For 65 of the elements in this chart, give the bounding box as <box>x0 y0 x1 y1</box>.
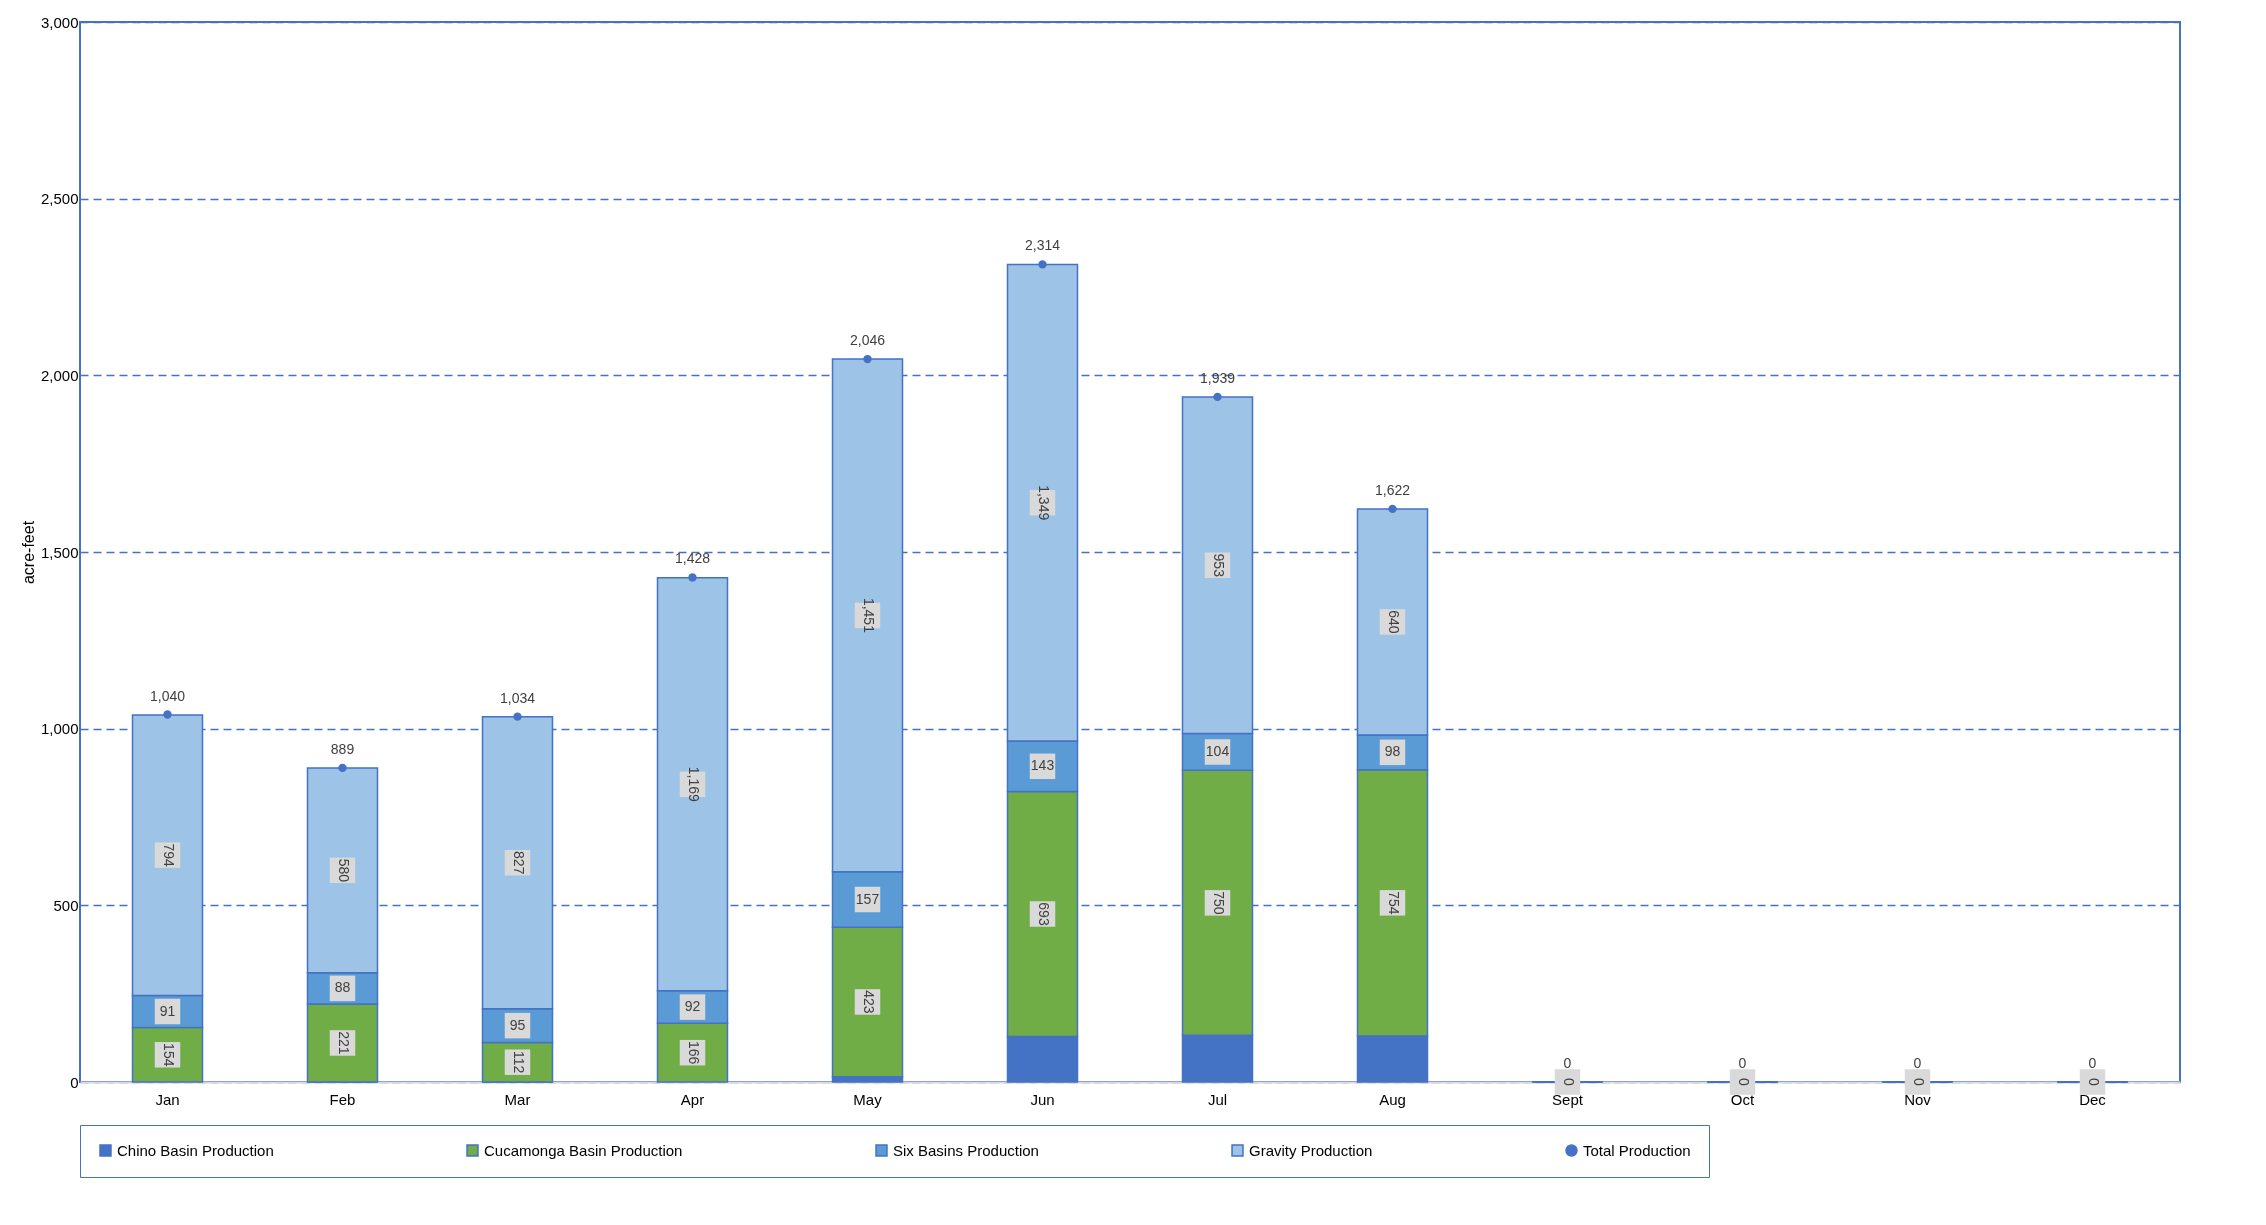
data-label: 154 <box>160 1043 177 1067</box>
legend-label: Six Basins Production <box>893 1141 1039 1159</box>
data-label: 1,939 <box>1199 369 1236 386</box>
x-tick-label: Apr <box>680 1090 705 1108</box>
y-tick-label: 2,000 <box>40 366 79 384</box>
data-label: 0 <box>1560 1078 1577 1087</box>
x-tick-label: Mar <box>504 1090 531 1108</box>
data-label: 0 <box>2085 1078 2102 1087</box>
data-label: 1,349 <box>1035 485 1052 521</box>
x-tick-label: Jul <box>1207 1090 1228 1108</box>
legend-label: Gravity Production <box>1249 1141 1373 1159</box>
data-label: 580 <box>335 858 352 883</box>
data-label: 0 <box>1563 1055 1572 1071</box>
data-label: 1,428 <box>674 550 711 567</box>
x-tick-label: Jun <box>1030 1090 1055 1108</box>
x-tick-label: May <box>853 1090 883 1108</box>
x-tick-label: Nov <box>1904 1090 1932 1108</box>
data-label: 640 <box>1385 610 1402 634</box>
data-label: 750 <box>1210 891 1227 915</box>
x-tick-label: Jan <box>155 1090 180 1108</box>
x-tick-label: Oct <box>1730 1090 1755 1108</box>
data-label: 693 <box>1035 902 1052 926</box>
data-label: 794 <box>160 843 177 868</box>
data-label: 95 <box>509 1016 526 1033</box>
y-tick-label: 1,000 <box>40 720 79 738</box>
data-label: 953 <box>1210 553 1227 578</box>
x-tick-label: Dec <box>2079 1090 2107 1108</box>
data-label: 0 <box>1735 1078 1752 1087</box>
data-label: 1,451 <box>860 597 877 634</box>
data-label: 157 <box>855 890 880 907</box>
x-tick-label: Aug <box>1379 1090 1406 1108</box>
data-label: 0 <box>1913 1055 1922 1071</box>
data-label: 0 <box>1910 1078 1927 1087</box>
data-label: 2,046 <box>849 332 886 349</box>
legend-label: Total Production <box>1583 1141 1691 1159</box>
data-label: 1,169 <box>685 766 702 803</box>
data-label: 889 <box>330 740 355 757</box>
data-label: 2,314 <box>1024 237 1061 254</box>
data-label: 827 <box>510 851 527 875</box>
y-tick-label: 2,500 <box>40 190 79 208</box>
data-label: 98 <box>1384 743 1401 760</box>
data-label: 0 <box>1738 1055 1747 1071</box>
data-label: 91 <box>159 1002 176 1019</box>
x-tick-label: Sept <box>1552 1090 1584 1108</box>
y-tick-label: 1,500 <box>40 543 79 561</box>
y-tick-label: 3,000 <box>40 13 79 31</box>
y-axis-title: acre-feet <box>19 520 37 585</box>
data-label: 1,040 <box>149 687 186 704</box>
data-label: 1,622 <box>1374 481 1411 498</box>
data-label: 0 <box>2088 1055 2097 1071</box>
data-label: 754 <box>1385 891 1402 915</box>
data-label: 166 <box>685 1040 702 1065</box>
data-label: 88 <box>334 979 351 996</box>
y-tick-label: 500 <box>53 896 79 914</box>
data-label: 423 <box>860 990 877 1014</box>
data-label: 112 <box>510 1051 527 1074</box>
x-tick-label: Feb <box>329 1090 356 1108</box>
data-label: 221 <box>335 1031 352 1055</box>
data-label: 104 <box>1205 742 1230 759</box>
y-tick-label: 0 <box>70 1073 79 1091</box>
legend-label: Chino Basin Production <box>117 1141 274 1159</box>
data-label: 92 <box>684 998 701 1015</box>
data-label: 143 <box>1030 757 1055 774</box>
legend-label: Cucamonga Basin Production <box>484 1141 683 1159</box>
data-label: 1,034 <box>499 689 536 706</box>
